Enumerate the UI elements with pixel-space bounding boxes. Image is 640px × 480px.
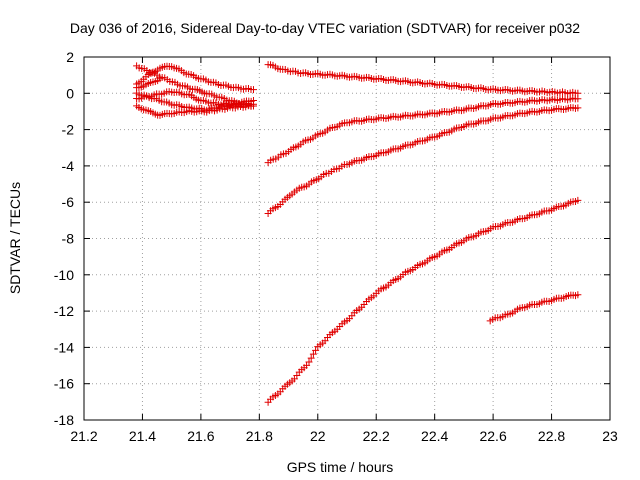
x-tick-label: 21.8: [246, 428, 273, 444]
data-point: [156, 75, 164, 83]
data-point: [249, 100, 257, 108]
y-tick-label: -2: [62, 122, 75, 138]
data-point: [312, 346, 320, 354]
data-points: [133, 61, 582, 406]
data-point: [307, 354, 315, 362]
data-point: [305, 358, 313, 366]
x-tick-label: 22.8: [538, 428, 565, 444]
x-tick-label: 23: [602, 428, 618, 444]
data-point: [309, 350, 317, 358]
y-tick-label: -4: [62, 158, 75, 174]
y-tick-label: -8: [62, 231, 75, 247]
x-tick-label: 21.6: [187, 428, 214, 444]
x-axis-label: GPS time / hours: [287, 459, 394, 475]
y-tick-label: -12: [54, 303, 74, 319]
data-point: [574, 196, 582, 204]
x-tick-label: 21.4: [129, 428, 156, 444]
data-point: [574, 291, 582, 299]
y-tick-label: 0: [66, 85, 74, 101]
y-axis-label: SDTVAR / TECUs: [7, 182, 23, 294]
x-tick-label: 22.4: [421, 428, 448, 444]
x-tick-label: 21.2: [70, 428, 97, 444]
data-point: [249, 86, 257, 94]
x-tick-label: 22: [310, 428, 326, 444]
y-tick-label: -16: [54, 376, 74, 392]
chart-title: Day 036 of 2016, Sidereal Day-to-day VTE…: [70, 20, 580, 36]
data-point: [574, 104, 582, 112]
y-tick-label: -6: [62, 194, 75, 210]
y-tick-label: -14: [54, 339, 74, 355]
x-tick-label: 22.2: [363, 428, 390, 444]
data-point: [574, 95, 582, 103]
y-tick-label: -10: [54, 267, 74, 283]
y-tick-label: -18: [54, 412, 74, 428]
y-tick-label: 2: [66, 49, 74, 65]
axis-ticks: 21.2 21.4 21.6 21.8 22 22.2 22.4 22.6 22.8 23 2 0 -2…: [54, 49, 618, 444]
x-tick-label: 22.6: [479, 428, 506, 444]
